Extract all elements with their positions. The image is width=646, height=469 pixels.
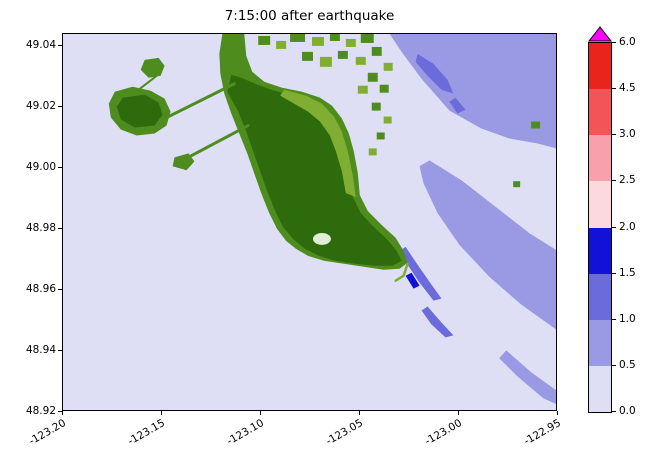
- marsh-patch: [357, 85, 368, 94]
- map-svg: [63, 34, 556, 410]
- x-tick-label: -123.15: [125, 417, 167, 448]
- shore-streak-2: [421, 306, 454, 338]
- colorbar-tick-label: 0.0: [619, 405, 636, 417]
- marsh-patch: [371, 102, 381, 111]
- y-tick-mark: [58, 289, 62, 290]
- x-tick-mark: [557, 411, 558, 415]
- colorbar-segment: [589, 273, 611, 320]
- marsh-patch: [311, 36, 324, 46]
- marsh-patch: [368, 148, 377, 156]
- x-tick-label: -123.05: [323, 417, 365, 448]
- x-tick-label: -123.10: [224, 417, 266, 448]
- colorbar-tick-mark: [612, 134, 616, 136]
- x-tick-mark: [359, 411, 360, 415]
- colorbar-segment: [589, 181, 611, 228]
- jetty-north: [165, 82, 236, 120]
- marsh-patch: [383, 62, 393, 71]
- marsh-patch: [329, 34, 340, 41]
- y-tick-mark: [58, 411, 62, 412]
- x-tick-label: -123.00: [422, 417, 464, 448]
- ferry-causeway: [183, 124, 250, 161]
- colorbar-segment: [589, 135, 611, 182]
- colorbar-segment: [589, 227, 611, 274]
- colorbar-tick-label: 1.0: [619, 312, 636, 325]
- colorbar-tick-label: 1.5: [619, 266, 636, 279]
- marsh-patch: [355, 56, 366, 65]
- island-shadow-upper: [415, 53, 454, 94]
- x-tick-mark: [260, 411, 261, 415]
- marsh-patch: [276, 40, 287, 49]
- colorbar-tick-label: 6.0: [619, 36, 636, 48]
- colorbar-tick-label: 4.5: [619, 82, 636, 95]
- plot-title: 7:15:00 after earthquake: [224, 8, 395, 24]
- colorbar-segment: [589, 89, 611, 136]
- y-tick-label: 48.98: [25, 222, 56, 234]
- colorbar-tick-mark: [612, 272, 616, 274]
- colorbar-tick-mark: [612, 411, 616, 412]
- x-tick-mark: [458, 411, 459, 415]
- islet-link: [137, 74, 158, 91]
- colorbar-tick-label: 2.5: [619, 174, 636, 187]
- marsh-patch: [371, 46, 382, 56]
- colorbar-tick-label: 2.0: [619, 220, 636, 233]
- north-islet: [140, 57, 165, 78]
- y-tick-label: 49.00: [25, 161, 56, 173]
- land-east-slope: [280, 89, 356, 198]
- colorbar-tick-mark: [612, 364, 616, 366]
- marsh-patch: [376, 132, 385, 140]
- marsh-patch: [290, 34, 306, 42]
- marsh-patch: [319, 56, 332, 67]
- marsh-patch: [360, 34, 374, 43]
- marsh-patch: [367, 72, 378, 82]
- marsh-patch: [345, 38, 356, 47]
- marsh-patch: [337, 50, 348, 59]
- point-spit: [394, 262, 409, 282]
- x-tick-label: -122.95: [521, 417, 563, 448]
- colorbar-segment: [589, 365, 611, 412]
- colorbar-tick-mark: [612, 180, 616, 182]
- channel-lower-right: [499, 350, 556, 405]
- marsh-patch: [302, 51, 313, 61]
- pond: [312, 232, 331, 245]
- colorbar-tick-mark: [612, 318, 616, 320]
- plot-area: [62, 33, 557, 411]
- islet-east-1: [531, 121, 541, 129]
- colorbar-bar: [588, 42, 612, 413]
- colorbar-segment: [589, 319, 611, 366]
- marsh-patch: [379, 84, 389, 93]
- y-tick-mark: [58, 228, 62, 229]
- y-tick-label: 49.02: [25, 100, 56, 112]
- marsh-patch: [258, 35, 271, 45]
- y-tick-label: 48.92: [25, 405, 56, 417]
- colorbar-segment: [589, 43, 611, 90]
- x-tick-mark: [62, 411, 63, 415]
- y-tick-label: 49.04: [25, 39, 56, 51]
- colorbar-over-arrow-poly: [588, 26, 612, 42]
- colorbar-tick-label: 0.5: [619, 358, 636, 371]
- land-core: [227, 74, 402, 266]
- x-tick-mark: [161, 411, 162, 415]
- x-tick-label: -123.20: [26, 417, 68, 448]
- deltaport-core: [116, 94, 163, 128]
- colorbar-over-arrow: [588, 26, 612, 42]
- y-tick-label: 48.94: [25, 344, 56, 356]
- y-tick-mark: [58, 350, 62, 351]
- ferry-terminal: [172, 153, 195, 171]
- marsh-patch: [383, 116, 392, 124]
- islet-east-2: [513, 181, 521, 188]
- island-shadow-small: [449, 97, 466, 114]
- colorbar-tick-label: 3.0: [619, 128, 636, 141]
- y-tick-mark: [58, 167, 62, 168]
- shore-streak-bright: [405, 272, 420, 289]
- y-tick-label: 48.96: [25, 283, 56, 295]
- colorbar-tick-mark: [612, 88, 616, 90]
- y-tick-mark: [58, 45, 62, 46]
- y-tick-mark: [58, 106, 62, 107]
- colorbar-tick-mark: [612, 42, 616, 43]
- shore-streak-1: [399, 246, 442, 301]
- colorbar-tick-mark: [612, 226, 616, 228]
- bay-mid-band: [419, 160, 556, 330]
